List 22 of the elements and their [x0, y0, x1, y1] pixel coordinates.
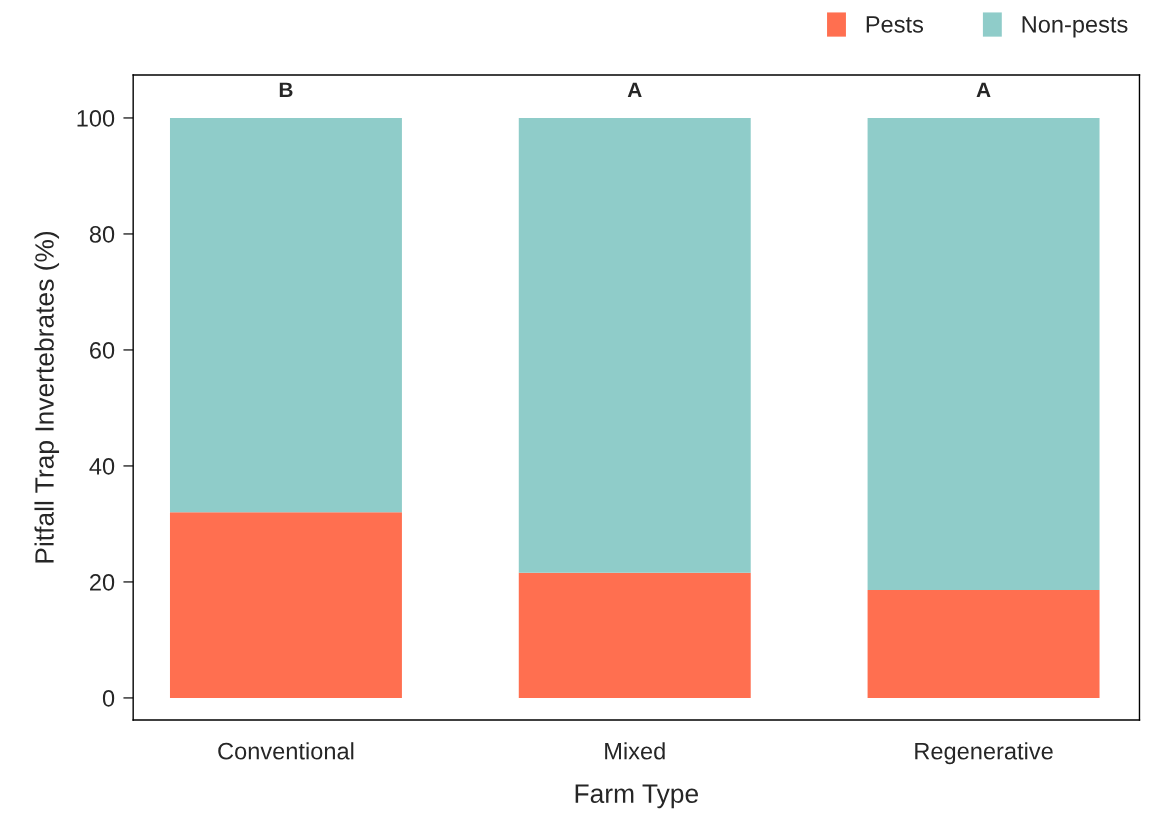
- bar: [169, 117, 402, 513]
- y-tick-label: 80: [89, 226, 115, 243]
- bar: [867, 117, 1100, 591]
- bar: [518, 117, 751, 573]
- bar: [867, 590, 1100, 698]
- x-axis-title: Farm Type: [575, 784, 698, 809]
- x-tick-label: Conventional: [218, 742, 354, 760]
- annotation: A: [976, 82, 991, 97]
- y-tick-label: 100: [77, 110, 115, 127]
- y-tick-label: 20: [90, 573, 115, 591]
- annotation: A: [627, 82, 642, 97]
- x-tick-label: Mixed: [605, 742, 665, 760]
- annotation: B: [279, 82, 293, 97]
- bar: [169, 512, 402, 698]
- legend-label: Pests: [866, 16, 924, 33]
- y-tick-label: 0: [102, 689, 115, 707]
- bar: [518, 572, 751, 698]
- x-tick-label: Regenerative: [915, 742, 1053, 765]
- y-tick-label: 40: [89, 458, 115, 475]
- y-axis-title: Pitfall Trap Invertebrates (%): [34, 231, 60, 563]
- y-tick-label: 60: [90, 342, 115, 359]
- legend-label: Non-pests: [1022, 16, 1128, 38]
